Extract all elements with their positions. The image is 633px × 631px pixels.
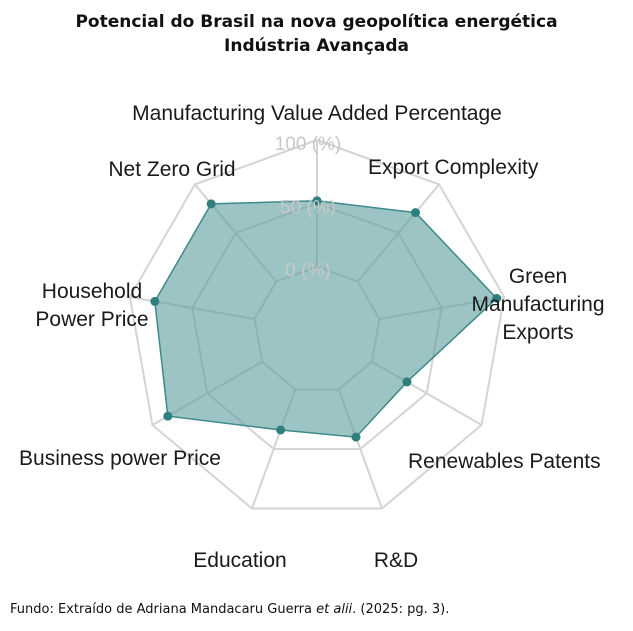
series-area [154, 200, 498, 438]
axis-label-8: Net Zero Grid [108, 158, 235, 181]
source-suffix: . (2025: pg. 3). [352, 602, 450, 617]
tick-label-2: 100 (%) [275, 134, 342, 155]
data-point-7 [150, 296, 160, 306]
data-point-8 [206, 199, 216, 209]
axis-label-7: Household Power Price [35, 280, 148, 331]
axis-label-5: Education [193, 549, 286, 572]
chart-title: Potencial do Brasil na nova geopolítica … [75, 12, 558, 32]
source-emphasis: et alii [316, 602, 353, 617]
data-point-2 [492, 293, 502, 303]
chart-subtitle: Indústria Avançada [224, 36, 409, 56]
source-prefix: Fundo: Extraído de Adriana Mandacaru Gue… [10, 602, 317, 617]
data-point-5 [276, 425, 286, 435]
axis-label-1: Export Complexity [368, 156, 539, 179]
axis-label-2: Green Manufacturing Exports [471, 265, 604, 344]
grid-ring-3 [128, 138, 506, 510]
source-note: Fundo: Extraído de Adriana Mandacaru Gue… [10, 602, 449, 617]
data-point-1 [411, 208, 421, 218]
data-point-4 [351, 432, 361, 442]
data-point-6 [163, 411, 173, 421]
radar-chart: 0 (%) 50 (%) 100 (%) Manufacturing Value Ad… [19, 102, 605, 572]
axis-label-6: Business power Price [19, 447, 221, 470]
data-point-3 [402, 377, 412, 387]
axis-label-0: Manufacturing Value Added Percentage [132, 102, 502, 125]
axis-label-4: R&D [374, 549, 418, 572]
data-point-0 [312, 196, 322, 206]
tick-label-1: 50 (%) [280, 197, 336, 218]
axis-label-3: Renewables Patents [408, 450, 601, 473]
tick-label-0: 0 (%) [285, 261, 330, 282]
